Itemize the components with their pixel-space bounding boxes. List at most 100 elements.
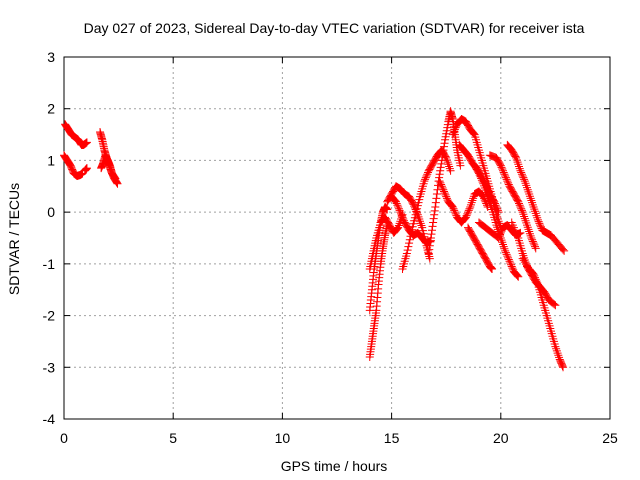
data-point-marker bbox=[426, 237, 435, 246]
data-point-marker bbox=[429, 218, 438, 227]
data-point-marker bbox=[487, 203, 496, 212]
data-point-marker bbox=[529, 239, 538, 248]
data-point-marker bbox=[504, 253, 513, 262]
data-point-marker bbox=[438, 149, 447, 158]
data-point-marker bbox=[515, 162, 523, 171]
data-point-marker bbox=[441, 190, 450, 199]
data-point-marker bbox=[530, 271, 539, 280]
data-point-marker bbox=[428, 222, 437, 231]
data-point-marker bbox=[553, 349, 562, 358]
data-point-marker bbox=[416, 219, 425, 228]
data-point-marker bbox=[415, 215, 424, 224]
data-point-marker bbox=[498, 238, 507, 247]
data-point-marker bbox=[504, 255, 513, 264]
y-axis-label: SDTVAR / TECUs bbox=[6, 183, 22, 295]
data-point-marker bbox=[512, 271, 521, 280]
data-point-marker bbox=[517, 206, 526, 215]
data-point-marker bbox=[552, 346, 561, 355]
data-point-marker bbox=[483, 192, 492, 201]
data-point-marker bbox=[488, 265, 497, 274]
data-point-marker bbox=[530, 240, 539, 249]
data-point-marker bbox=[531, 207, 540, 216]
data-point-marker bbox=[520, 212, 529, 221]
data-point-marker bbox=[112, 177, 121, 186]
data-point-marker bbox=[474, 169, 483, 178]
data-point-marker bbox=[535, 219, 544, 228]
data-point-marker bbox=[555, 353, 564, 362]
data-point-marker bbox=[499, 242, 508, 251]
x-tick-label: 15 bbox=[384, 430, 400, 446]
data-point-marker bbox=[554, 351, 563, 360]
data-point-marker bbox=[445, 164, 454, 173]
data-point-marker bbox=[493, 206, 502, 215]
y-tick-label: 1 bbox=[47, 152, 55, 168]
data-point-marker bbox=[450, 206, 459, 215]
data-point-marker bbox=[469, 194, 478, 203]
data-point-marker bbox=[531, 242, 540, 251]
data-point-marker bbox=[528, 237, 537, 246]
data-point-marker bbox=[533, 215, 542, 224]
data-point-marker bbox=[424, 249, 433, 258]
data-point-marker bbox=[420, 177, 429, 186]
data-point-marker bbox=[502, 175, 511, 184]
data-point-marker bbox=[498, 165, 507, 174]
data-point-marker bbox=[525, 192, 534, 201]
data-point-marker bbox=[446, 166, 455, 175]
data-point-marker bbox=[423, 170, 432, 179]
data-point-marker bbox=[527, 234, 536, 242]
data-point-marker bbox=[425, 245, 434, 254]
data-point-marker bbox=[500, 244, 509, 253]
data-point-marker bbox=[436, 178, 445, 187]
data-point-marker bbox=[507, 262, 516, 271]
data-point-marker bbox=[515, 199, 523, 208]
data-point-marker bbox=[391, 197, 400, 206]
data-point-marker bbox=[437, 159, 446, 168]
data-point-marker bbox=[430, 206, 439, 215]
data-point-marker bbox=[504, 178, 513, 187]
data-point-marker bbox=[448, 130, 457, 139]
data-point-marker bbox=[529, 202, 538, 211]
data-point-marker bbox=[398, 213, 407, 222]
data-point-marker bbox=[521, 216, 530, 225]
data-point-marker bbox=[498, 240, 507, 249]
data-point-marker bbox=[528, 235, 537, 244]
data-point-marker bbox=[503, 252, 512, 261]
y-tick-label: -1 bbox=[43, 256, 56, 272]
data-point-marker bbox=[517, 170, 526, 179]
data-point-marker bbox=[518, 171, 527, 180]
data-point-marker bbox=[523, 221, 532, 230]
x-tick-label: 5 bbox=[169, 430, 177, 446]
data-point-marker bbox=[480, 181, 489, 190]
data-point-marker bbox=[450, 125, 459, 134]
data-point-marker bbox=[425, 241, 434, 250]
data-point-marker bbox=[404, 242, 413, 251]
data-point-marker bbox=[499, 168, 508, 177]
data-point-marker bbox=[425, 254, 434, 263]
data-point-marker bbox=[521, 179, 530, 188]
data-point-marker bbox=[442, 192, 451, 201]
data-point-marker bbox=[432, 194, 441, 203]
data-point-marker bbox=[492, 221, 501, 230]
data-point-marker bbox=[515, 164, 524, 173]
data-points bbox=[60, 107, 569, 372]
data-point-marker bbox=[496, 228, 505, 237]
data-point-marker bbox=[445, 162, 454, 171]
data-point-marker bbox=[522, 181, 531, 190]
data-point-marker bbox=[439, 146, 448, 155]
data-point-marker bbox=[512, 155, 521, 164]
data-point-marker bbox=[421, 175, 430, 184]
data-point-marker bbox=[534, 217, 543, 226]
data-point-marker bbox=[421, 173, 430, 182]
data-point-marker bbox=[493, 204, 502, 213]
data-point-marker bbox=[519, 210, 528, 219]
data-point-marker bbox=[520, 177, 529, 186]
data-point-marker bbox=[517, 168, 526, 177]
data-point-marker bbox=[480, 184, 489, 193]
data-point-marker bbox=[456, 161, 465, 170]
data-point-marker bbox=[518, 208, 527, 217]
data-point-marker bbox=[506, 258, 515, 267]
data-point-marker bbox=[435, 177, 444, 186]
data-point-marker bbox=[475, 171, 484, 180]
